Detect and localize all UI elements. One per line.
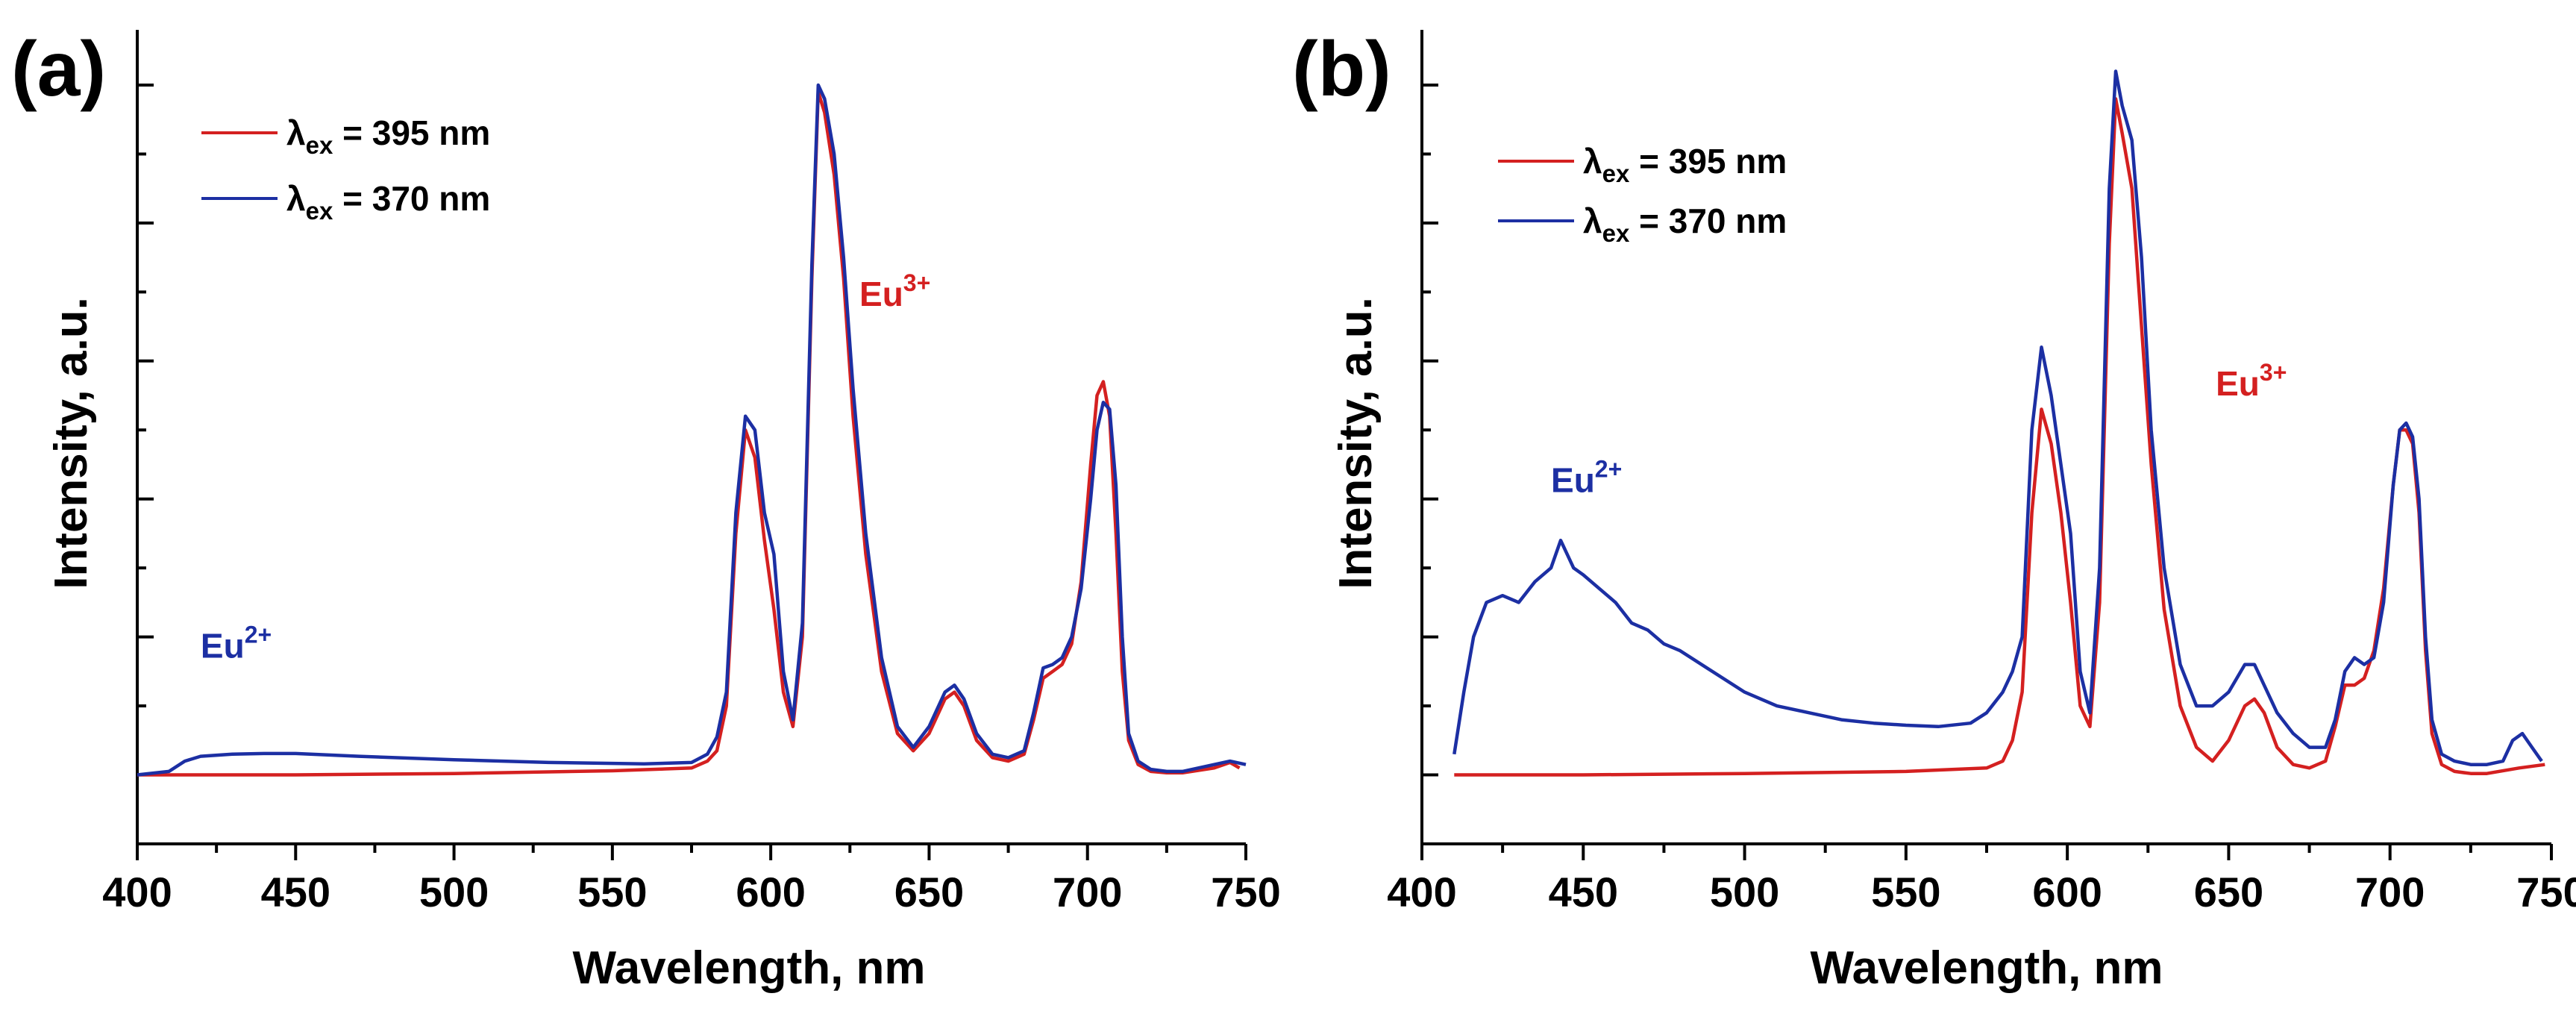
panel-b-x-tick-label: 650 [2194, 869, 2263, 916]
panel-a-y-axis-title: Intensity, a.u. [46, 297, 97, 589]
panel-a-x-tick-label: 750 [1211, 869, 1280, 916]
panel-b-series [1452, 69, 2545, 777]
panel-b-x-tick-label: 400 [1387, 869, 1456, 916]
panel-b-legend-label-0: λex = 395 nm [1583, 142, 1787, 187]
panel-b-x-tick-label: 550 [1871, 869, 1940, 916]
panel-b-series-line-blue [1452, 69, 2543, 766]
panel-b-ion-label-3plus: Eu3+ [2216, 359, 2287, 403]
panel-a: (a) 400 450 500 550 600 650 700 750 Wavelength,… [11, 26, 1281, 994]
panel-a-x-tick-label: 650 [894, 869, 964, 916]
panel-b-annotations: Eu3+ Eu2+ [1551, 359, 2287, 499]
panel-a-x-tick-label: 450 [261, 869, 330, 916]
panel-a-x-tick-label: 500 [419, 869, 489, 916]
panel-b-x-tick-label: 700 [2355, 869, 2425, 916]
panel-a-label: (a) [11, 26, 106, 113]
panel-b-ticks: 400 450 500 550 600 650 700 750 [1387, 83, 2576, 916]
panel-b-legend-label-1: λex = 370 nm [1583, 201, 1787, 247]
panel-a-ion-label-3plus: Eu3+ [859, 269, 930, 313]
panel-b: (b) 400 450 500 550 600 650 700 750 Wavelength,… [1292, 26, 2576, 994]
panel-a-x-tick-label: 400 [102, 869, 172, 916]
panel-b-label: (b) [1292, 26, 1391, 113]
panel-a-ticks: 400 450 500 550 600 650 700 750 [102, 83, 1281, 916]
panel-a-x-tick-label: 550 [577, 869, 647, 916]
panel-b-ion-label-2plus: Eu2+ [1551, 455, 1622, 499]
panel-a-series [137, 83, 1247, 777]
panel-b-legend: λex = 395 nm λex = 370 nm [1498, 142, 1787, 247]
panel-a-legend-label-1: λex = 370 nm [286, 179, 490, 225]
panel-a-x-axis-title: Wavelength, nm [572, 942, 925, 994]
panel-a-x-tick-label: 700 [1053, 869, 1122, 916]
panel-b-x-tick-label: 600 [2032, 869, 2102, 916]
panel-b-x-tick-label: 450 [1549, 869, 1618, 916]
panel-b-x-tick-label: 500 [1710, 869, 1779, 916]
panel-b-x-axis-title: Wavelength, nm [1810, 942, 2163, 994]
panel-b-x-tick-label: 750 [2516, 869, 2576, 916]
panel-b-y-axis-title: Intensity, a.u. [1330, 297, 1382, 589]
panel-a-x-tick-label: 600 [736, 869, 805, 916]
panel-a-annotations: Eu3+ Eu2+ [201, 269, 930, 666]
panel-a-ion-label-2plus: Eu2+ [201, 621, 272, 665]
panel-b-series-line-red [1454, 97, 2545, 777]
panel-a-legend-label-0: λex = 395 nm [286, 113, 490, 159]
panel-a-legend: λex = 395 nm λex = 370 nm [201, 113, 490, 225]
